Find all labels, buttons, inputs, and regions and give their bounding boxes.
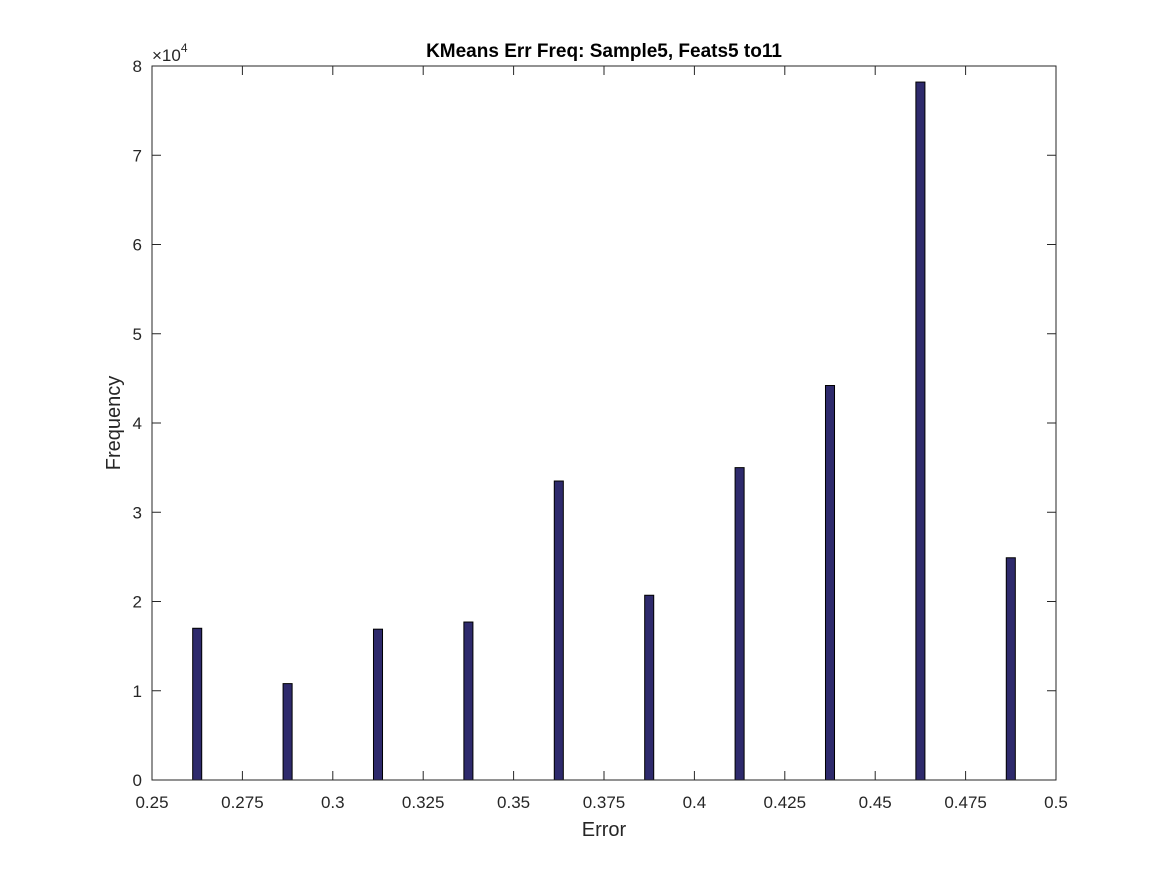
y-exponent-base: ×10 xyxy=(152,46,181,65)
ticks-layer: 0.25 0.275 0.3 0.325 0.35 0.375 0.4 0.425 0.45 0.… xyxy=(133,57,1068,812)
y-exponent-label: ×104 xyxy=(152,41,188,65)
x-tick-label: 0.25 xyxy=(135,793,168,812)
histogram-bar xyxy=(734,467,745,781)
y-tick-label: 1 xyxy=(133,682,142,701)
x-tick-label: 0.5 xyxy=(1044,793,1068,812)
histogram-bar xyxy=(915,81,926,781)
y-tick-label: 5 xyxy=(133,325,142,344)
histogram-bar xyxy=(282,683,293,781)
histogram-bar xyxy=(553,480,564,781)
y-tick-label: 7 xyxy=(133,146,142,165)
histogram-bar xyxy=(372,628,384,781)
histogram-bar xyxy=(644,594,655,781)
x-tick-label: 0.35 xyxy=(497,793,530,812)
histogram-bar xyxy=(192,627,203,781)
y-tick-label: 2 xyxy=(133,593,142,612)
plot-area xyxy=(152,66,1056,780)
x-tick-label: 0.3 xyxy=(321,793,345,812)
x-tick-label: 0.425 xyxy=(764,793,807,812)
y-tick-label: 8 xyxy=(133,57,142,76)
x-tick-label: 0.275 xyxy=(221,793,264,812)
y-exponent-power: 4 xyxy=(181,41,188,55)
histogram-bar xyxy=(1005,557,1016,781)
histogram-bar xyxy=(824,385,836,781)
x-tick-label: 0.375 xyxy=(583,793,626,812)
x-tick-label: 0.4 xyxy=(683,793,707,812)
y-axis-label: Frequency xyxy=(103,376,125,471)
x-tick-label: 0.475 xyxy=(944,793,987,812)
x-tick-label: 0.325 xyxy=(402,793,445,812)
y-tick-label: 6 xyxy=(133,236,142,255)
y-tick-label: 3 xyxy=(133,503,142,522)
x-tick-label: 0.45 xyxy=(859,793,892,812)
y-tick-label: 4 xyxy=(133,414,142,433)
histogram-bar xyxy=(463,621,474,781)
x-axis-label: Error xyxy=(582,819,627,841)
y-tick-label: 0 xyxy=(133,771,142,790)
chart-title: KMeans Err Freq: Sample5, Feats5 to11 xyxy=(426,41,782,62)
